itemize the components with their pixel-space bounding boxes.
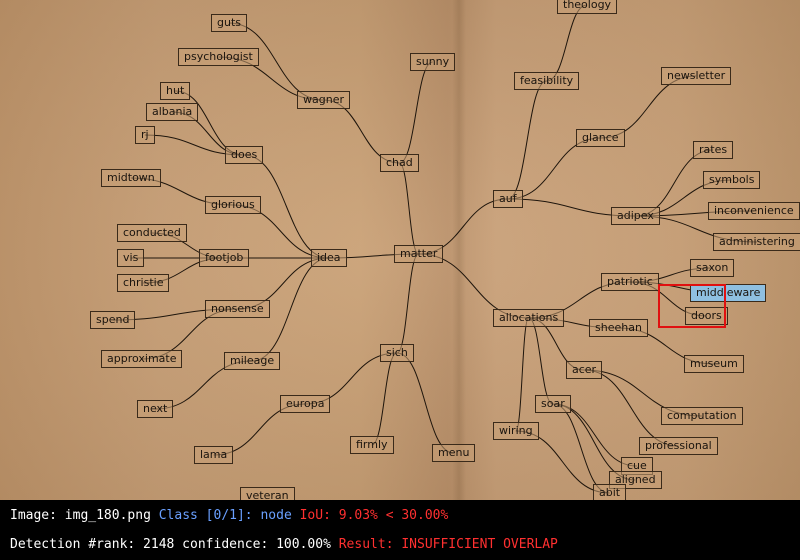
node-newsletter[interactable]: newsletter bbox=[661, 67, 732, 85]
node-guts[interactable]: guts bbox=[211, 14, 247, 32]
node-abit[interactable]: abit bbox=[593, 484, 627, 500]
node-next[interactable]: next bbox=[137, 400, 174, 418]
node-matter[interactable]: matter bbox=[394, 245, 444, 263]
edge-sich-firmly bbox=[371, 352, 398, 446]
status-bar: Image: img_180.png Class [0/1]: node IoU… bbox=[0, 500, 800, 560]
edge-matter-sich bbox=[396, 253, 420, 354]
edge-allocations-wiring bbox=[515, 317, 530, 432]
node-midtown[interactable]: midtown bbox=[101, 169, 161, 187]
node-saxon[interactable]: saxon bbox=[690, 259, 735, 277]
node-sich[interactable]: sich bbox=[380, 344, 414, 362]
node-europa[interactable]: europa bbox=[280, 395, 331, 413]
node-idea[interactable]: idea bbox=[311, 249, 347, 267]
edge-auf-feasibility bbox=[507, 80, 547, 200]
node-approximate[interactable]: approximate bbox=[101, 350, 183, 368]
node-professional[interactable]: professional bbox=[639, 437, 718, 455]
node-rates[interactable]: rates bbox=[693, 141, 734, 159]
node-feasibility[interactable]: feasibility bbox=[514, 72, 580, 90]
node-lama[interactable]: lama bbox=[194, 446, 234, 464]
node-veteran[interactable]: veteran bbox=[240, 487, 295, 500]
edge-chad-sunny bbox=[399, 61, 433, 164]
node-wagner[interactable]: wagner bbox=[297, 91, 350, 109]
node-firmly[interactable]: firmly bbox=[350, 436, 394, 454]
node-museum[interactable]: museum bbox=[684, 355, 744, 373]
node-chad[interactable]: chad bbox=[380, 154, 419, 172]
node-acer[interactable]: acer bbox=[566, 361, 603, 379]
node-nonsense[interactable]: nonsense bbox=[205, 300, 270, 318]
node-conducted[interactable]: conducted bbox=[117, 224, 187, 242]
node-administering[interactable]: administering bbox=[713, 233, 800, 251]
node-sunny[interactable]: sunny bbox=[410, 53, 456, 71]
node-albania[interactable]: albania bbox=[146, 103, 199, 121]
edge-matter-chad bbox=[398, 162, 420, 255]
node-auf[interactable]: auf bbox=[493, 190, 523, 208]
edge-feasibility-theology bbox=[546, 4, 588, 82]
status-line-2: Detection #rank: 2148 confidence: 100.00… bbox=[10, 537, 558, 552]
node-allocations[interactable]: allocations bbox=[493, 309, 565, 327]
node-sheehan[interactable]: sheehan bbox=[589, 319, 648, 337]
node-psychologist[interactable]: psychologist bbox=[178, 48, 259, 66]
node-adipex[interactable]: adipex bbox=[611, 207, 660, 225]
node-middleware[interactable]: middleware bbox=[690, 284, 767, 302]
image-label: Image: bbox=[10, 508, 57, 523]
status-line-1: Image: img_180.png Class [0/1]: node IoU… bbox=[10, 508, 448, 523]
node-theology[interactable]: theology bbox=[557, 0, 618, 14]
node-footjob[interactable]: footjob bbox=[199, 249, 250, 267]
node-rj[interactable]: rj bbox=[135, 126, 155, 144]
node-doors[interactable]: doors bbox=[685, 307, 728, 325]
iou-text: IoU: 9.03% < 30.00% bbox=[299, 508, 449, 523]
detection-text: Detection #rank: 2148 confidence: 100.00… bbox=[10, 537, 331, 552]
class-text: Class [0/1]: node bbox=[158, 508, 292, 523]
diagram-canvas: guts psychologist wagner hut albania rj … bbox=[0, 0, 800, 500]
node-spend[interactable]: spend bbox=[90, 311, 136, 329]
node-glorious[interactable]: glorious bbox=[205, 196, 261, 214]
node-symbols[interactable]: symbols bbox=[703, 171, 761, 189]
image-name: img_180.png bbox=[64, 508, 151, 523]
node-does[interactable]: does bbox=[225, 146, 264, 164]
node-hut[interactable]: hut bbox=[160, 82, 191, 100]
edge-sich-menu bbox=[396, 352, 454, 454]
node-wiring[interactable]: wiring bbox=[493, 422, 539, 440]
detection-bbox bbox=[658, 284, 726, 328]
node-christie[interactable]: christie bbox=[117, 274, 170, 292]
node-inconvenience[interactable]: inconvenience bbox=[708, 202, 800, 220]
node-menu[interactable]: menu bbox=[432, 444, 476, 462]
node-soar[interactable]: soar bbox=[535, 395, 571, 413]
node-computation[interactable]: computation bbox=[661, 407, 743, 425]
result-text: Result: INSUFFICIENT OVERLAP bbox=[338, 537, 558, 552]
node-vis[interactable]: vis bbox=[117, 249, 145, 267]
node-mileage[interactable]: mileage bbox=[224, 352, 281, 370]
node-patriotic[interactable]: patriotic bbox=[601, 273, 659, 291]
node-glance[interactable]: glance bbox=[576, 129, 625, 147]
